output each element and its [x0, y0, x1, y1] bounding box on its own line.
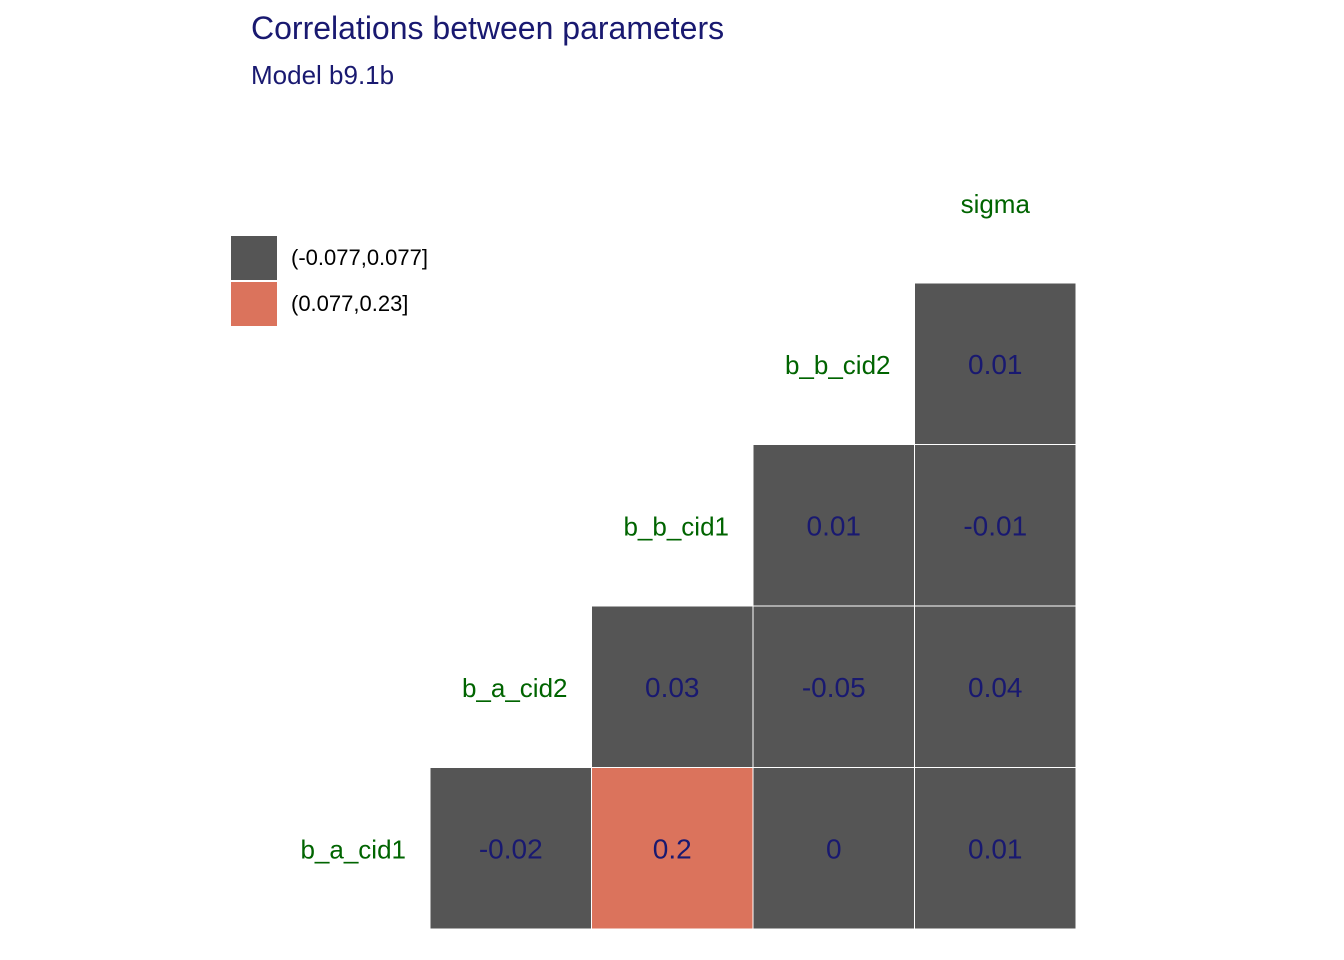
heatmap-cell	[591, 767, 754, 930]
cell-value-label: -0.05	[802, 672, 866, 703]
legend-swatch-high	[231, 282, 277, 326]
cell-value-label: 0.01	[807, 510, 862, 541]
cell-b-a-cid1-b-a-cid2: -0.02	[429, 767, 592, 930]
column-label-sigma: sigma	[961, 189, 1031, 219]
heatmap-cell	[752, 444, 915, 607]
cell-b-a-cid1-b-b-cid1: 0.2	[591, 767, 754, 930]
legend-swatch-low	[231, 236, 277, 280]
heatmap-cell	[429, 767, 592, 930]
cell-value-label: 0.01	[968, 833, 1023, 864]
cell-value-label: 0.2	[653, 833, 692, 864]
row-label-b-b-cid2: b_b_cid2	[785, 350, 891, 380]
heatmap-cell	[752, 605, 915, 768]
legend-label-low: (-0.077,0.077]	[291, 245, 428, 270]
row-label-b-a-cid2: b_a_cid2	[462, 673, 568, 703]
chart-title: Correlations between parameters	[251, 10, 725, 46]
heatmap-cell	[914, 444, 1077, 607]
heatmap-cell	[914, 282, 1077, 445]
cell-b-a-cid2-b-b-cid2: -0.05	[752, 605, 915, 768]
cell-value-label: -0.02	[479, 833, 543, 864]
row-label-b-b-cid1: b_b_cid1	[623, 511, 729, 541]
cell-b-b-cid2-sigma: 0.01	[914, 282, 1077, 445]
cell-value-label: 0.04	[968, 672, 1023, 703]
cell-b-b-cid1-sigma: -0.01	[914, 444, 1077, 607]
cell-value-label: 0	[826, 833, 842, 864]
legend-item-high: (0.077,0.23]	[231, 281, 428, 327]
legend-item-low: (-0.077,0.077]	[231, 235, 428, 281]
heatmap-cell	[914, 605, 1077, 768]
cell-b-a-cid1-b-b-cid2: 0	[752, 767, 915, 930]
legend-label-high: (0.077,0.23]	[291, 291, 409, 316]
cell-b-a-cid2-b-b-cid1: 0.03	[591, 605, 754, 768]
cell-b-a-cid2-sigma: 0.04	[914, 605, 1077, 768]
cell-value-label: 0.03	[645, 672, 700, 703]
cell-b-b-cid1-b-b-cid2: 0.01	[752, 444, 915, 607]
chart-subtitle: Model b9.1b	[251, 60, 395, 90]
cell-value-label: -0.01	[963, 510, 1027, 541]
row-label-b-a-cid1: b_a_cid1	[300, 834, 406, 864]
cell-value-label: 0.01	[968, 349, 1023, 380]
legend: (-0.077,0.077] (0.077,0.23]	[231, 235, 428, 327]
heatmap-cell	[914, 767, 1077, 930]
cell-b-a-cid1-sigma: 0.01	[914, 767, 1077, 930]
